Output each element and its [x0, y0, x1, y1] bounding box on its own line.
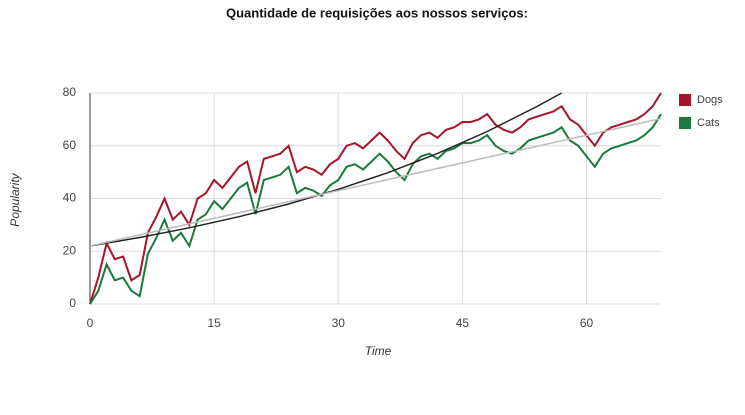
- trendline: [89, 92, 563, 247]
- x-tick-label: 15: [207, 316, 221, 330]
- legend-swatch: [679, 117, 691, 129]
- y-axis-label: Popularity: [8, 172, 22, 226]
- y-tick-label: 20: [63, 243, 77, 257]
- x-tick-label: 60: [580, 316, 594, 330]
- x-axis-label: Time: [365, 344, 392, 358]
- y-tick-label: 40: [63, 191, 77, 205]
- y-tick-label: 80: [63, 85, 77, 99]
- x-tick-label: 30: [332, 316, 346, 330]
- legend-label: Dogs: [697, 94, 723, 106]
- x-tick-label: 45: [456, 316, 470, 330]
- legend-swatch: [679, 94, 691, 106]
- line: [89, 113, 662, 305]
- line: [89, 92, 662, 305]
- y-tick-label: 60: [63, 138, 77, 152]
- y-tick-label: 0: [69, 296, 76, 310]
- x-tick-label: 0: [87, 316, 94, 330]
- trendline: [89, 117, 662, 247]
- legend-label: Cats: [697, 117, 720, 129]
- chart-title: Quantidade de requisições aos nossos ser…: [226, 5, 528, 20]
